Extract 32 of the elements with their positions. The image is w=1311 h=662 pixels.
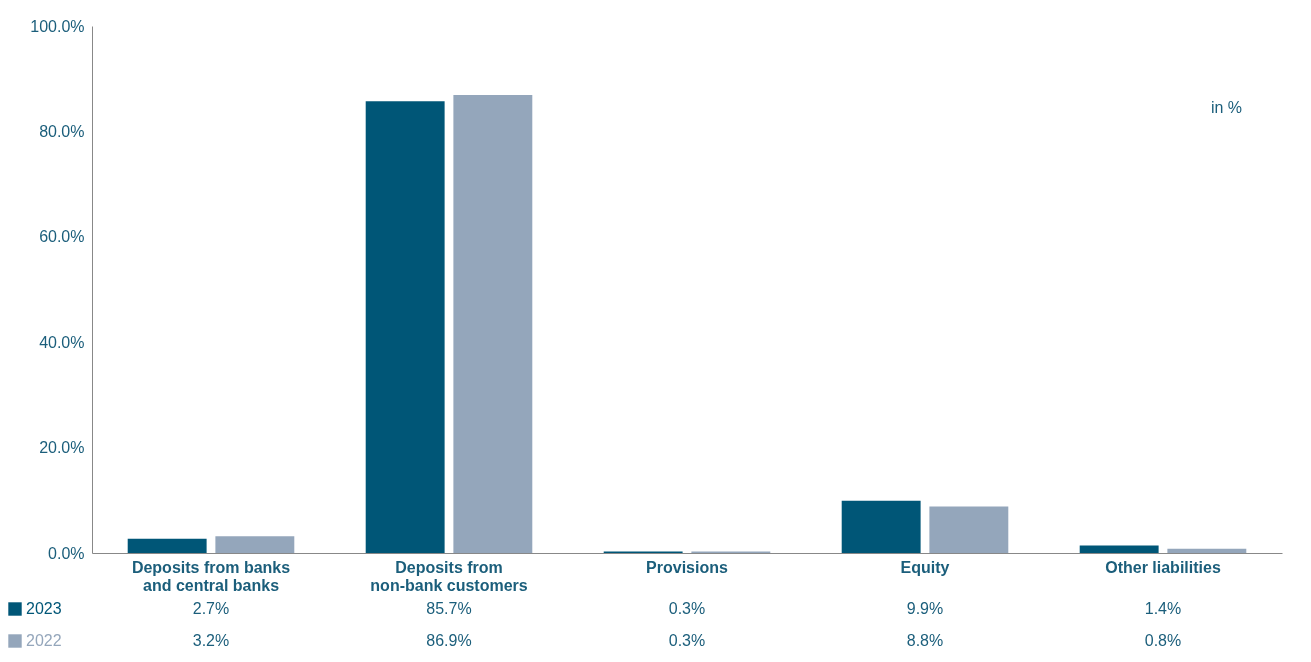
y-tick-label: 40.0% [39,333,85,351]
data-label: 86.9% [426,632,472,649]
bar [215,536,295,553]
annotation: in % [1210,99,1242,116]
y-tick-label: 0.0% [48,544,85,562]
x-tick-label: Equity [900,558,950,576]
bar [365,101,445,553]
data-label: 3.2% [192,632,230,649]
bar [841,500,921,553]
data-label: 1.4% [1144,600,1182,617]
data-label: 0.3% [668,600,706,617]
data-label: 8.8% [906,632,944,649]
legend-label: 2022 [26,632,62,649]
data-label: 2.7% [192,600,230,617]
data-label: 85.7% [426,600,472,617]
data-label: 0.8% [1144,632,1182,649]
x-tick-label: Deposits from banks and central banks [131,558,291,594]
x-tick-label: Other liabilities [1105,558,1221,576]
bar [127,538,207,553]
legend-label: 2023 [26,600,62,617]
y-tick-label: 20.0% [39,439,85,457]
data-label: 9.9% [906,600,944,617]
x-tick-label: Deposits from non-bank customers [370,558,528,594]
bar [929,506,1009,553]
x-tick-label: Provisions [646,558,728,576]
y-tick-label: 80.0% [39,122,85,140]
y-tick-label: 100.0% [30,17,85,35]
data-label: 0.3% [668,632,706,649]
bar [1079,545,1159,553]
bar [453,95,533,553]
y-tick-label: 60.0% [39,228,85,246]
bar [1167,548,1247,553]
